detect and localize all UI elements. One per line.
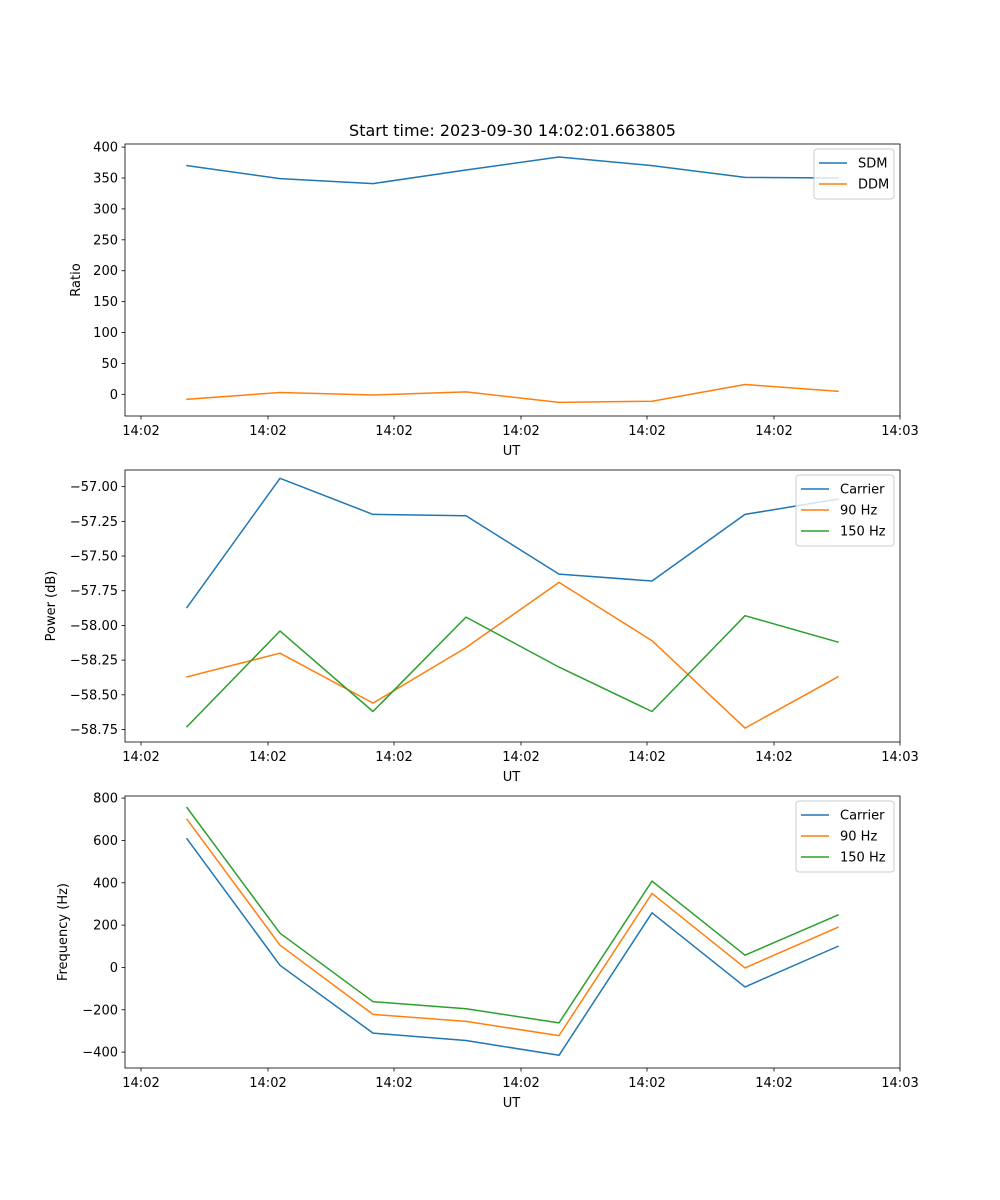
- series-line-carrier: [185, 837, 839, 1057]
- legend: Carrier 90 Hz 150 Hz: [795, 800, 895, 873]
- y-tick-label: −200: [82, 1003, 118, 1018]
- x-tick-label: 14:02: [249, 750, 286, 765]
- x-tick-label: 14:02: [755, 424, 792, 439]
- y-tick-label: 0: [110, 388, 118, 403]
- legend-label: SDM: [858, 157, 887, 172]
- y-tick-label: 0: [110, 961, 118, 976]
- legend: Carrier 90 Hz 150 Hz: [795, 474, 895, 547]
- y-axis-label: Frequency (Hz): [56, 883, 71, 981]
- x-tick-label: 14:02: [122, 1076, 159, 1091]
- series-line-ddm: [186, 383, 839, 404]
- y-tick-label: −58.50: [70, 688, 118, 703]
- chart-title: Start time: 2023-09-30 14:02:01.663805: [349, 121, 676, 140]
- y-tick-label: 600: [93, 834, 118, 849]
- series-line-150-hz: [185, 614, 839, 728]
- y-axis-label: Power (dB): [44, 571, 59, 642]
- x-tick-label: 14:02: [628, 750, 665, 765]
- y-tick-label: 100: [93, 326, 118, 341]
- y-tick-label: −57.50: [70, 550, 118, 565]
- series-line-150-hz: [185, 806, 839, 1024]
- x-tick-label: 14:02: [122, 424, 159, 439]
- legend-label: Carrier: [840, 483, 885, 498]
- y-tick-label: 200: [93, 919, 118, 934]
- x-tick-label: 14:03: [881, 750, 918, 765]
- legend: SDM DDM: [813, 148, 895, 200]
- legend-label: 90 Hz: [840, 504, 877, 519]
- series-line-90-hz: [186, 581, 840, 729]
- y-tick-label: 250: [93, 233, 118, 248]
- series-line-sdm: [186, 156, 839, 185]
- x-tick-label: 14:02: [628, 1076, 665, 1091]
- chart-panel-2: −58.75 −58.50 −58.25 −58.00 −57.75 −57.50 −57.…: [44, 469, 919, 785]
- axes-frame: [124, 143, 901, 417]
- y-tick-label: −57.75: [70, 584, 118, 599]
- x-tick-label: 14:02: [122, 750, 159, 765]
- x-tick-label: 14:02: [502, 750, 539, 765]
- legend-label: 150 Hz: [840, 851, 886, 866]
- legend-label: 90 Hz: [840, 830, 877, 845]
- axes-frame: [124, 469, 901, 743]
- y-tick-label: 150: [93, 295, 118, 310]
- y-tick-label: 400: [93, 141, 118, 156]
- series-line-carrier: [185, 477, 839, 609]
- x-tick-label: 14:02: [249, 424, 286, 439]
- y-tick-label: −58.00: [70, 619, 118, 634]
- y-tick-label: −58.75: [70, 723, 118, 738]
- y-tick-label: −58.25: [70, 654, 118, 669]
- x-tick-label: 14:02: [375, 1076, 412, 1091]
- legend-label: 150 Hz: [840, 525, 886, 540]
- x-tick-label: 14:03: [881, 424, 918, 439]
- y-tick-label: −57.00: [70, 480, 118, 495]
- x-tick-label: 14:02: [628, 424, 665, 439]
- x-tick-label: 14:02: [755, 1076, 792, 1091]
- chart-panel-3: −400 −200 0 200 400 600 800 14:02 14:02 14:02 14:0…: [56, 792, 919, 1111]
- x-tick-label: 14:02: [375, 750, 412, 765]
- x-tick-label: 14:02: [755, 750, 792, 765]
- legend-box: [813, 148, 895, 200]
- legend-label: DDM: [858, 178, 889, 193]
- x-tick-label: 14:02: [502, 1076, 539, 1091]
- y-tick-label: 400: [93, 876, 118, 891]
- x-tick-label: 14:03: [881, 1076, 918, 1091]
- x-axis-label: UT: [503, 444, 521, 459]
- legend-box: [795, 800, 895, 873]
- x-axis-label: UT: [503, 770, 521, 785]
- legend-label: Carrier: [840, 809, 885, 824]
- x-tick-label: 14:02: [249, 1076, 286, 1091]
- y-tick-label: 800: [93, 792, 118, 807]
- x-tick-label: 14:02: [375, 424, 412, 439]
- series-line-90-hz: [185, 818, 839, 1037]
- legend-box: [795, 474, 895, 547]
- y-tick-label: −57.25: [70, 515, 118, 530]
- y-axis-label: Ratio: [69, 263, 84, 296]
- x-tick-label: 14:02: [502, 424, 539, 439]
- x-axis-label: UT: [503, 1096, 521, 1111]
- y-tick-label: 300: [93, 202, 118, 217]
- axes-frame: [124, 795, 901, 1069]
- y-tick-label: 350: [93, 172, 118, 187]
- y-tick-label: −400: [82, 1046, 118, 1061]
- y-tick-label: 50: [101, 357, 118, 372]
- y-tick-label: 200: [93, 264, 118, 279]
- chart-panel-1: Start time: 2023-09-30 14:02:01.663805 0 5…: [69, 121, 919, 459]
